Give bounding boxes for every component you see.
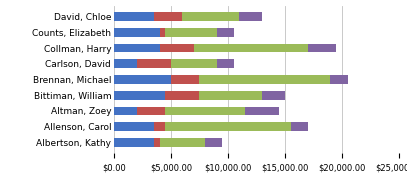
Bar <box>262 91 285 99</box>
Bar <box>171 59 217 68</box>
Bar <box>114 44 160 52</box>
Bar <box>160 28 165 37</box>
Bar <box>291 122 308 131</box>
Bar <box>154 138 160 147</box>
Bar <box>114 28 160 37</box>
Bar <box>308 44 336 52</box>
Bar <box>199 91 262 99</box>
Bar <box>330 75 348 84</box>
Bar <box>154 122 165 131</box>
Bar <box>171 75 199 84</box>
Bar <box>114 122 154 131</box>
Bar <box>194 44 308 52</box>
Bar <box>114 75 171 84</box>
Bar <box>114 91 165 99</box>
Bar <box>160 44 194 52</box>
Bar <box>154 12 182 21</box>
Bar <box>245 107 279 115</box>
Bar <box>165 91 199 99</box>
Bar <box>137 59 171 68</box>
Bar <box>239 12 262 21</box>
Bar <box>165 122 291 131</box>
Bar <box>137 107 165 115</box>
Bar <box>199 75 330 84</box>
Bar <box>160 138 205 147</box>
Bar <box>217 28 234 37</box>
Bar <box>114 107 137 115</box>
Bar <box>114 59 137 68</box>
Bar <box>114 12 154 21</box>
Bar <box>165 28 217 37</box>
Bar <box>205 138 222 147</box>
Bar <box>114 138 154 147</box>
Bar <box>165 107 245 115</box>
Bar <box>182 12 239 21</box>
Bar <box>217 59 234 68</box>
